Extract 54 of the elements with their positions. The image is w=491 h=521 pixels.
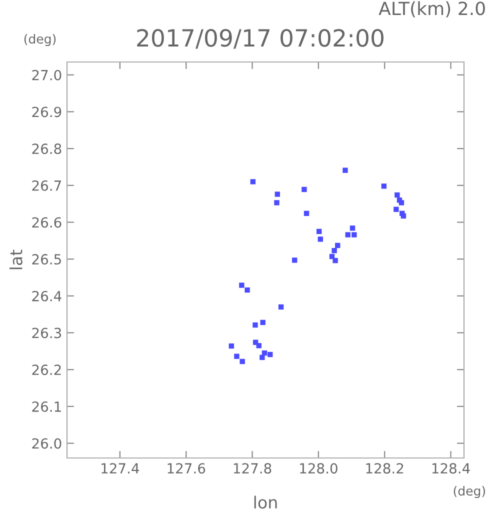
- point: [274, 192, 280, 197]
- point: [292, 258, 298, 263]
- y-tick-label: 26.5: [32, 254, 61, 265]
- point: [304, 210, 310, 216]
- x-axis-title: lon: [254, 496, 277, 509]
- point: [394, 206, 399, 212]
- y-tick-label: 26.3: [32, 328, 62, 338]
- x-tick-label: 127.6: [168, 463, 206, 474]
- x-tick-label: 128.2: [366, 463, 404, 474]
- y-axis-title: lat: [10, 250, 22, 270]
- point: [316, 228, 322, 234]
- x-tick-label: 127.8: [234, 463, 272, 474]
- point: [234, 354, 240, 359]
- point: [260, 354, 265, 360]
- y-tick-label: 26.2: [32, 364, 61, 376]
- point: [332, 248, 337, 254]
- y-tick-label: 27.0: [32, 70, 62, 80]
- point: [398, 200, 404, 206]
- point: [278, 304, 284, 310]
- point: [250, 179, 256, 184]
- point: [228, 343, 234, 349]
- chart-title: 2017/09/17 07:02:00: [137, 28, 384, 49]
- point: [352, 232, 357, 238]
- y-tick-label: 26.7: [32, 180, 61, 191]
- point: [252, 322, 258, 328]
- point: [345, 232, 350, 238]
- point: [240, 358, 245, 364]
- text: (deg): [454, 486, 486, 498]
- point: [335, 242, 340, 248]
- point: [350, 226, 356, 231]
- point: [381, 184, 387, 189]
- point: [394, 192, 400, 198]
- text: (deg): [24, 34, 56, 46]
- point: [244, 287, 250, 293]
- point: [256, 343, 262, 348]
- y-tick-label: 26.0: [32, 438, 62, 449]
- point: [302, 186, 307, 192]
- point: [274, 200, 280, 206]
- x-tick-label: 128.0: [300, 463, 338, 474]
- point: [342, 168, 348, 173]
- y-tick-label: 26.6: [32, 217, 62, 228]
- point: [260, 320, 266, 326]
- y-tick-label: 26.8: [32, 144, 62, 154]
- x-tick-label: 128.4: [432, 463, 470, 474]
- y-tick-label: 26.4: [32, 290, 62, 302]
- point: [239, 282, 244, 288]
- x-tick-label: 127.4: [102, 463, 140, 474]
- point: [400, 213, 406, 219]
- point: [332, 258, 338, 264]
- point: [318, 236, 324, 242]
- y-tick-label: 26.1: [32, 401, 61, 412]
- y-tick-label: 26.9: [32, 106, 62, 118]
- chart-subtitle: ALT(km) 2.0: [378, 1, 485, 18]
- point: [268, 352, 273, 358]
